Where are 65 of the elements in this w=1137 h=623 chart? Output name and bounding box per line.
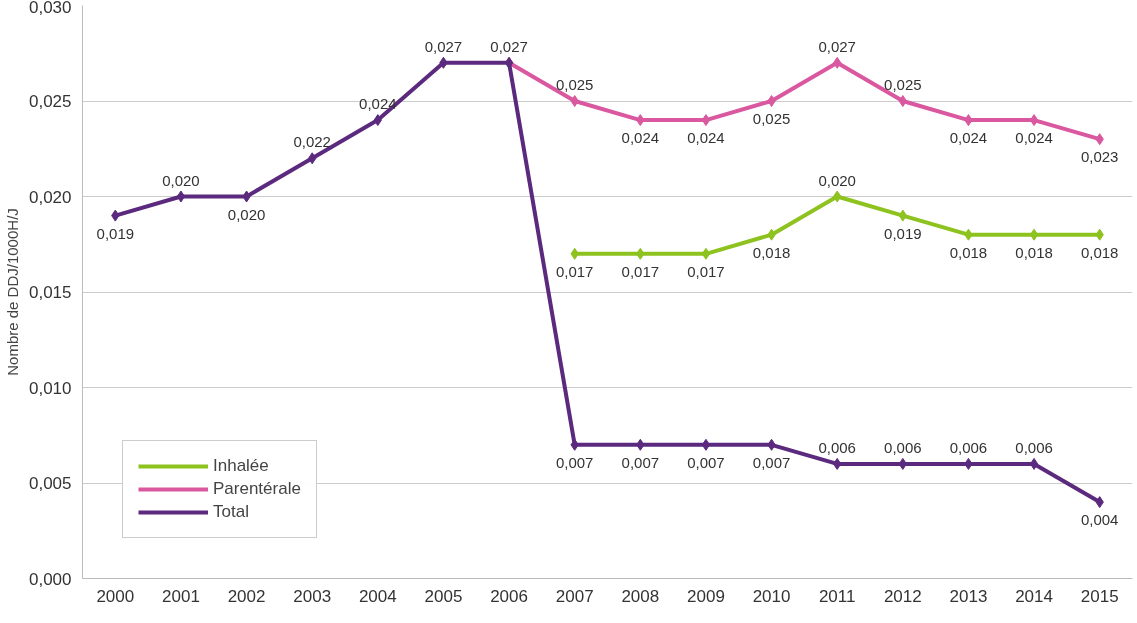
y-tick-label: 0,010 bbox=[28, 378, 72, 398]
data-label: 0,019 bbox=[96, 224, 135, 242]
data-label: 0,007 bbox=[621, 453, 660, 471]
data-label: 0,027 bbox=[490, 37, 528, 55]
data-label: 0,007 bbox=[687, 453, 725, 471]
data-label: 0,006 bbox=[818, 438, 856, 456]
x-tick-label: 2002 bbox=[227, 586, 266, 606]
data-label: 0,006 bbox=[884, 438, 922, 456]
data-label: 0,007 bbox=[752, 453, 791, 471]
x-tick-label: 2005 bbox=[424, 586, 463, 606]
y-tick-label: 0,000 bbox=[28, 569, 72, 589]
point bbox=[767, 95, 776, 107]
x-tick-label: 2009 bbox=[687, 586, 725, 606]
data-label: 0,025 bbox=[884, 76, 922, 93]
data-label: 0,020 bbox=[818, 171, 856, 189]
data-label: 0,024 bbox=[949, 129, 988, 147]
x-tick-label: 2006 bbox=[490, 586, 528, 606]
data-label: 0,024 bbox=[1015, 129, 1053, 147]
data-label: 0,007 bbox=[555, 453, 594, 471]
data-label: 0,025 bbox=[752, 110, 791, 127]
data-label: 0,023 bbox=[1080, 148, 1119, 166]
data-label: 0,027 bbox=[424, 37, 463, 55]
x-tick-label: 2013 bbox=[949, 586, 988, 606]
x-tick-label: 2011 bbox=[818, 586, 856, 606]
data-label: 0,024 bbox=[687, 129, 725, 147]
legend-label: Parentérale bbox=[213, 479, 301, 499]
data-label: 0,018 bbox=[949, 243, 988, 261]
data-label: 0,018 bbox=[1080, 243, 1119, 261]
data-label: 0,017 bbox=[621, 262, 660, 280]
x-tick-label: 2014 bbox=[1015, 586, 1053, 606]
x-tick-label: 2012 bbox=[883, 586, 922, 606]
data-label: 0,018 bbox=[1015, 243, 1053, 261]
legend-label: Total bbox=[213, 502, 249, 522]
data-label: 0,006 bbox=[949, 438, 988, 456]
y-tick-label: 0,030 bbox=[28, 0, 72, 17]
x-tick-label: 2007 bbox=[555, 586, 594, 606]
x-tick-label: 2000 bbox=[96, 586, 135, 606]
point bbox=[570, 95, 579, 107]
x-tick-label: 2010 bbox=[752, 586, 791, 606]
data-label: 0,020 bbox=[162, 171, 200, 189]
data-label: 0,018 bbox=[752, 243, 791, 261]
data-label: 0,017 bbox=[687, 262, 725, 280]
data-label: 0,024 bbox=[359, 95, 397, 113]
x-tick-label: 2015 bbox=[1080, 586, 1119, 606]
x-tick-label: 2004 bbox=[358, 586, 397, 606]
x-tick-label: 2003 bbox=[293, 586, 332, 606]
data-label: 0,024 bbox=[621, 129, 660, 147]
legend-label: Inhalée bbox=[213, 456, 269, 476]
y-tick-label: 0,005 bbox=[28, 474, 72, 493]
data-label: 0,025 bbox=[555, 76, 594, 93]
data-label: 0,004 bbox=[1080, 511, 1119, 529]
data-label: 0,020 bbox=[227, 205, 266, 223]
data-label: 0,022 bbox=[293, 133, 331, 151]
y-tick-label: 0,025 bbox=[28, 92, 72, 111]
y-tick-label: 0,020 bbox=[28, 187, 72, 207]
x-tick-label: 2001 bbox=[162, 586, 200, 606]
data-label: 0,019 bbox=[884, 224, 922, 242]
y-axis-title: Nombre de DDJ/1000H/J bbox=[3, 208, 21, 376]
x-tick-label: 2008 bbox=[621, 586, 660, 606]
y-tick-label: 0,015 bbox=[28, 283, 72, 302]
data-label: 0,006 bbox=[1015, 438, 1053, 456]
data-label: 0,017 bbox=[555, 262, 594, 280]
point bbox=[898, 95, 907, 107]
point bbox=[701, 247, 711, 260]
data-label: 0,027 bbox=[818, 37, 856, 55]
